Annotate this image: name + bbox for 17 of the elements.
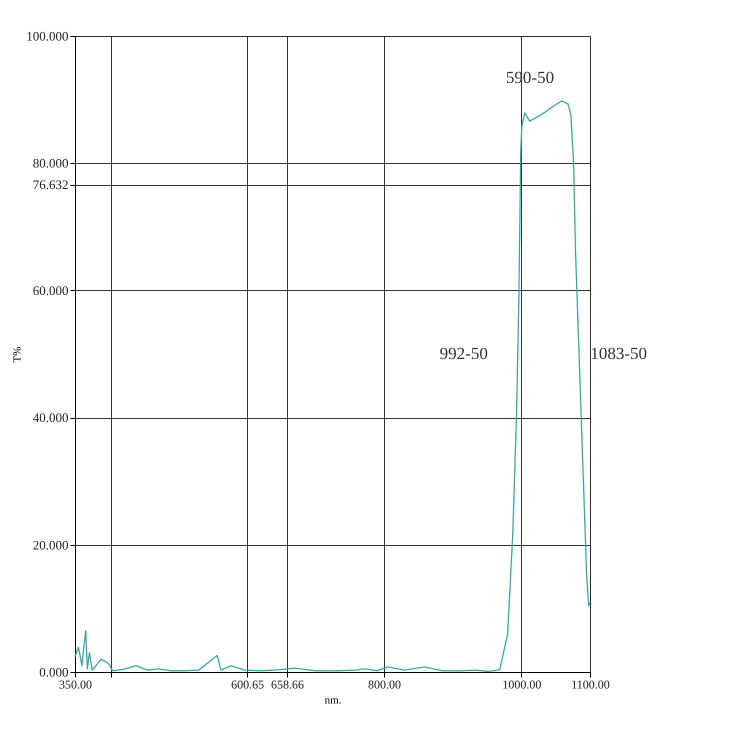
annotation: 1083-50 [590,344,647,363]
y-tick-label: 76.632 [32,177,68,192]
x-tick-label: 658.66 [270,678,304,692]
x-tick-label: 1000.00 [502,678,542,692]
y-tick-label: 20.000 [32,537,68,552]
y-tick-label: 60.000 [32,282,68,298]
y-axis-title: T% [11,346,24,362]
y-tick-label: 40.000 [32,410,68,426]
y-tick-label: 80.000 [32,156,68,171]
x-tick-label: 1100.00 [571,678,610,692]
x-tick-label: 800.00 [368,678,401,692]
x-axis-title: nm. [324,694,342,706]
y-tick-label: 0.000 [39,664,68,680]
y-tick-label: 100.000 [26,28,68,44]
x-tick-label: 350.00 [59,678,92,692]
annotation: 992-50 [440,344,488,363]
x-tick-label: 600.65 [231,678,264,692]
